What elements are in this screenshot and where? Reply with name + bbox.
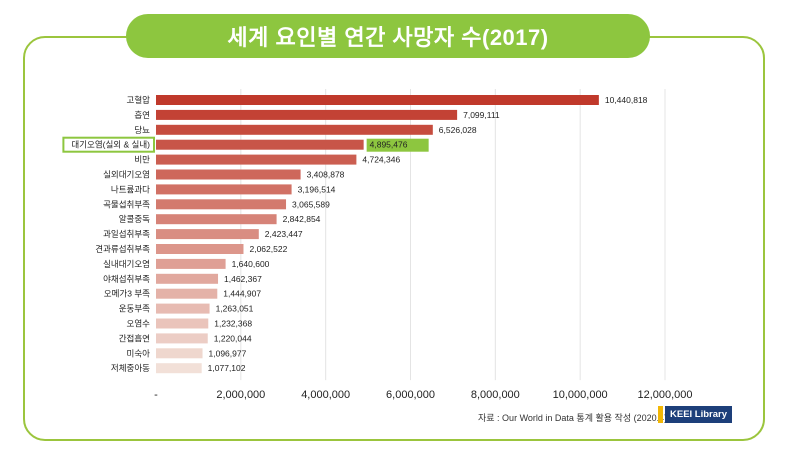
keei-logo: KEEI Library xyxy=(658,406,733,423)
page-title: 세계 요인별 연간 사망자 수(2017) xyxy=(126,14,650,58)
value-label: 3,065,589 xyxy=(292,199,330,209)
value-label: 1,462,367 xyxy=(224,274,262,284)
category-label: 대기오염(실외 & 실내) xyxy=(71,140,150,150)
value-label: 2,842,854 xyxy=(283,214,321,224)
value-label: 7,099,111 xyxy=(463,110,500,120)
value-label: 3,408,878 xyxy=(307,170,345,180)
value-label: 1,444,907 xyxy=(223,289,261,299)
logo-text: KEEI Library xyxy=(665,406,733,423)
value-label: 2,062,522 xyxy=(249,244,287,254)
highlight-label-box xyxy=(62,136,155,153)
bar xyxy=(156,303,210,314)
value-label: 1,640,600 xyxy=(232,259,270,269)
bar xyxy=(156,95,599,105)
value-label: 1,263,051 xyxy=(216,304,254,314)
value-label: 4,724,346 xyxy=(362,155,400,165)
bar xyxy=(156,169,301,180)
bar xyxy=(156,348,203,359)
category-label: 당뇨 xyxy=(134,125,150,135)
category-label: 야채섭취부족 xyxy=(103,274,150,284)
category-label: 알콜중독 xyxy=(119,214,150,224)
logo-accent-bar xyxy=(658,406,663,423)
value-label: 2,423,447 xyxy=(265,229,303,239)
bar xyxy=(156,199,287,210)
value-label: 10,440,818 xyxy=(605,95,648,105)
category-label: 비만 xyxy=(134,155,150,165)
x-tick-label: - xyxy=(154,389,158,401)
category-label: 오염수 xyxy=(127,319,151,329)
value-label: 1,077,102 xyxy=(208,363,246,373)
bar xyxy=(156,229,259,240)
bar xyxy=(156,139,364,150)
category-label: 저체중아동 xyxy=(111,363,150,373)
x-tick-label: 4,000,000 xyxy=(301,389,350,401)
value-label: 1,096,977 xyxy=(209,348,247,358)
bar xyxy=(156,244,244,254)
x-tick-label: 10,000,000 xyxy=(553,389,608,401)
bar xyxy=(156,318,209,329)
bar xyxy=(156,258,226,269)
category-label: 운동부족 xyxy=(119,304,150,314)
category-label: 오메가3 부족 xyxy=(104,289,150,299)
x-tick-label: 6,000,000 xyxy=(386,389,435,401)
category-label: 과일섭취부족 xyxy=(103,229,150,239)
x-tick-label: 2,000,000 xyxy=(216,389,265,401)
bar xyxy=(156,273,219,284)
bar xyxy=(156,184,292,195)
bar xyxy=(156,288,218,299)
bar xyxy=(156,363,202,374)
category-label: 곡물섭취부족 xyxy=(103,199,150,209)
value-label: 6,526,028 xyxy=(439,125,477,135)
bar xyxy=(156,109,458,120)
value-label: 4,895,476 xyxy=(370,140,408,150)
category-label: 견과류섭취부족 xyxy=(95,244,150,254)
category-label: 실내대기오염 xyxy=(103,259,150,269)
x-tick-label: 8,000,000 xyxy=(471,389,520,401)
value-label: 1,232,368 xyxy=(214,319,252,329)
source-note: 자료 : Our World in Data 통계 활용 작성 (2020.4) xyxy=(478,413,668,423)
bar xyxy=(156,124,433,135)
category-label: 나트륨과다 xyxy=(111,184,150,194)
x-tick-label: 12,000,000 xyxy=(637,389,692,401)
category-label: 흡연 xyxy=(134,110,150,120)
value-label: 3,196,514 xyxy=(298,184,336,194)
category-label: 미숙아 xyxy=(127,348,151,358)
bar xyxy=(156,214,277,225)
category-label: 간접흡연 xyxy=(119,333,150,343)
value-label: 1,220,044 xyxy=(214,333,252,343)
bar xyxy=(156,333,208,344)
category-label: 고혈압 xyxy=(127,95,151,105)
category-label: 실외대기오염 xyxy=(103,170,150,180)
highlight-value-box xyxy=(366,138,429,152)
bar xyxy=(156,154,357,165)
